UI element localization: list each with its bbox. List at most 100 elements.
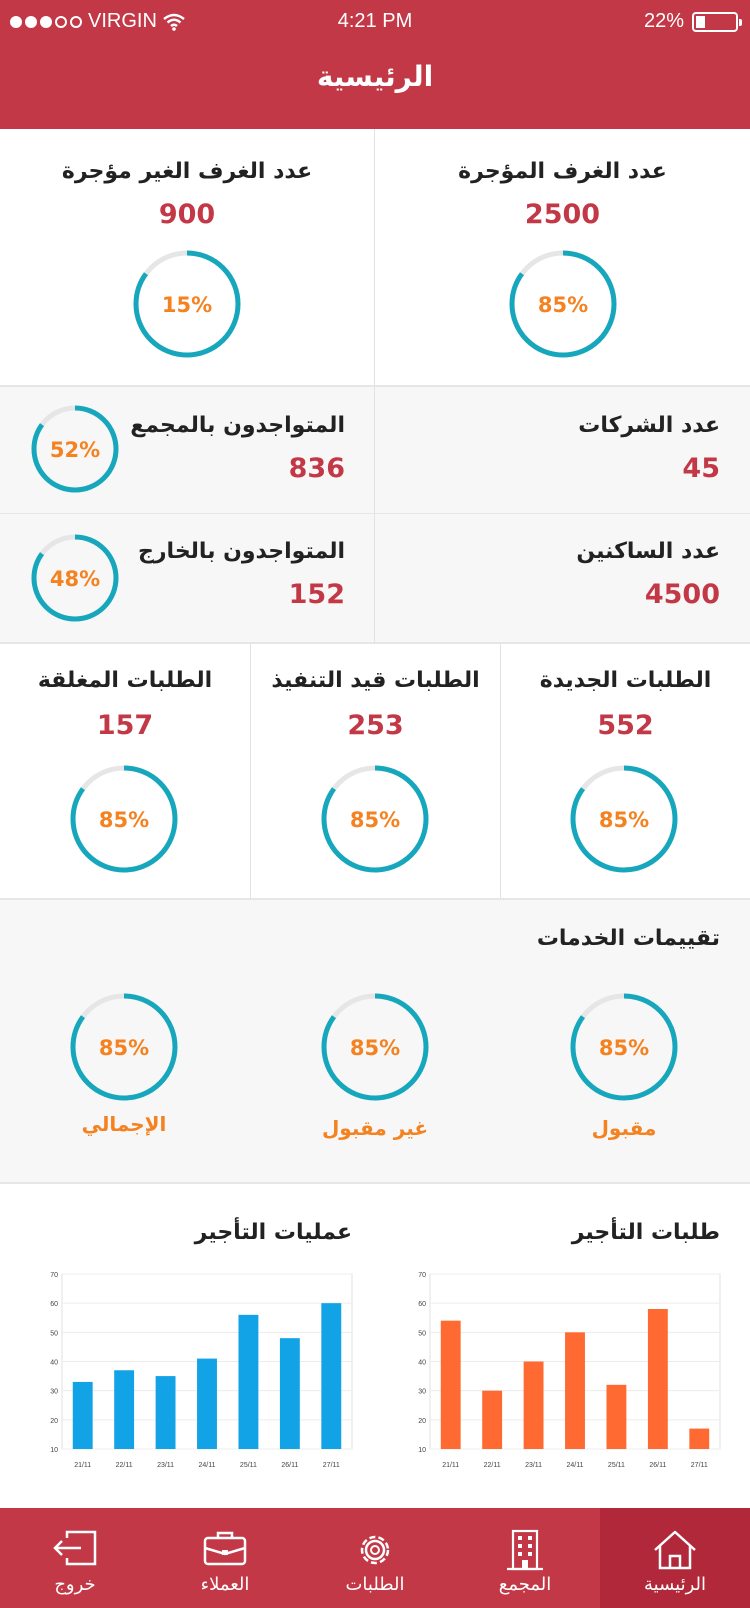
gear-icon bbox=[360, 1535, 390, 1565]
rental-operations-ytick-label: 40 bbox=[50, 1360, 58, 1367]
carrier-name: VIRGIN bbox=[88, 10, 157, 32]
rental-operations-bar bbox=[72, 1381, 93, 1449]
rental-requests-chart-title: طلبات التأجير bbox=[571, 1220, 720, 1245]
new-requests-label: الطلبات الجديدة bbox=[539, 668, 712, 693]
new-requests-ring: 85% bbox=[570, 765, 678, 873]
inprogress-requests-ring: 85% bbox=[321, 765, 429, 873]
rental-requests-ytick-label: 30 bbox=[418, 1389, 426, 1396]
closed-requests-label: الطلبات المغلقة bbox=[37, 668, 213, 693]
rental-requests-xtick-label: 26/11 bbox=[649, 1462, 666, 1469]
present-complex-label: المتواجدون بالمجمع bbox=[130, 413, 345, 438]
rental-operations-bar bbox=[279, 1338, 300, 1449]
rental-requests-ytick-label: 50 bbox=[418, 1330, 426, 1337]
rental-requests-xtick-label: 23/11 bbox=[525, 1462, 542, 1469]
rental-requests-bar bbox=[565, 1332, 585, 1449]
tab-requests[interactable]: الطلبات bbox=[300, 1508, 450, 1608]
rented-rooms-percent: 85% bbox=[538, 293, 588, 317]
rental-requests-bar bbox=[647, 1309, 668, 1449]
rental-requests-xtick-label: 22/11 bbox=[484, 1462, 501, 1469]
rental-operations-ytick-label: 60 bbox=[50, 1301, 58, 1308]
present-complex-value: 836 bbox=[288, 453, 345, 484]
present-outside-value: 152 bbox=[288, 579, 345, 610]
unrented-rooms-ring: 15% bbox=[133, 250, 241, 358]
total-ring: 85% bbox=[70, 993, 178, 1101]
rental-operations-bar bbox=[321, 1303, 342, 1449]
rental-operations-xtick-label: 26/11 bbox=[281, 1462, 298, 1469]
present-complex-percent: 52% bbox=[50, 438, 100, 462]
app-header: VIRGIN 4:21 PM 22% الرئيسية bbox=[0, 0, 750, 129]
rental-operations-xtick-label: 22/11 bbox=[116, 1462, 133, 1469]
unrented-rooms-percent: 15% bbox=[162, 293, 212, 317]
signal-icon bbox=[10, 15, 82, 28]
status-time: 4:21 PM bbox=[337, 10, 413, 32]
unrented-rooms-label: عدد الغرف الغير مؤجرة bbox=[61, 159, 313, 184]
rental-operations-bar bbox=[238, 1314, 259, 1449]
closed-requests-percent: 85% bbox=[99, 808, 149, 832]
rental-requests-bar bbox=[482, 1390, 503, 1449]
rental-operations-xtick-label: 23/11 bbox=[157, 1462, 174, 1469]
home-icon bbox=[654, 1530, 696, 1570]
rental-operations-ytick-label: 70 bbox=[50, 1272, 58, 1279]
residents-value: 4500 bbox=[644, 579, 720, 610]
accepted-percent: 85% bbox=[599, 1036, 649, 1060]
rental-operations-xtick-label: 21/11 bbox=[74, 1462, 91, 1469]
tab-clients[interactable]: العملاء bbox=[150, 1508, 300, 1608]
inprogress-requests-value: 253 bbox=[347, 710, 404, 741]
occupancy-section: عدد الشركات 45 المتواجدون بالمجمع 836 52… bbox=[0, 387, 750, 642]
rental-operations-bar bbox=[155, 1376, 176, 1449]
rental-operations-xtick-label: 27/11 bbox=[323, 1462, 340, 1469]
tab-complex-label: المجمع bbox=[498, 1574, 552, 1595]
rejected-label: غير مقبول bbox=[321, 1116, 429, 1140]
rented-rooms-value: 2500 bbox=[524, 199, 601, 230]
rooms-section: عدد الغرف المؤجرة 2500 85% عدد الغرف الغ… bbox=[0, 129, 750, 385]
new-requests-value: 552 bbox=[597, 710, 654, 741]
rental-requests-ytick-label: 20 bbox=[418, 1418, 426, 1425]
status-bar: VIRGIN 4:21 PM 22% bbox=[0, 8, 750, 38]
rental-requests-chart: 10 20 30 40 50 60 70 21/11 22/11 23/11 24/11 25/11 2… bbox=[418, 1272, 721, 1469]
rental-operations-ytick-label: 20 bbox=[50, 1418, 58, 1425]
rented-rooms-ring: 85% bbox=[509, 250, 617, 358]
residents-label: عدد الساكنين bbox=[576, 539, 720, 564]
tab-complex[interactable]: المجمع bbox=[450, 1508, 600, 1608]
rejected-percent: 85% bbox=[350, 1036, 400, 1060]
accepted-ring: 85% bbox=[570, 993, 678, 1101]
page-title: الرئيسية bbox=[316, 60, 434, 93]
battery-percent: 22% bbox=[643, 10, 684, 32]
rental-operations-ytick-label: 10 bbox=[50, 1447, 58, 1454]
ratings-title: تقييمات الخدمات bbox=[536, 926, 720, 951]
rental-operations-ytick-label: 30 bbox=[50, 1389, 58, 1396]
tab-requests-label: الطلبات bbox=[345, 1574, 405, 1595]
rejected-ring: 85% bbox=[321, 993, 429, 1101]
companies-value: 45 bbox=[682, 453, 720, 484]
tab-bar: الرئيسية المجمع الطلبات العملاء bbox=[0, 1508, 750, 1608]
closed-requests-value: 157 bbox=[96, 710, 154, 741]
companies-label: عدد الشركات bbox=[578, 413, 720, 438]
rented-rooms-label: عدد الغرف المؤجرة bbox=[458, 159, 667, 184]
accepted-label: مقبول bbox=[591, 1116, 657, 1140]
unrented-rooms-value: 900 bbox=[158, 199, 216, 230]
charts-section: طلبات التأجير عمليات التأجير 10 20 30 40 50 6… bbox=[0, 1184, 750, 1508]
tab-home[interactable]: الرئيسية bbox=[600, 1508, 750, 1608]
logout-icon bbox=[53, 1530, 97, 1566]
tab-logout-label: خروج bbox=[54, 1574, 96, 1595]
requests-section: الطلبات الجديدة 552 85% الطلبات قيد التن… bbox=[0, 644, 750, 898]
inprogress-requests-label: الطلبات قيد التنفيذ bbox=[271, 668, 480, 693]
total-label: الإجمالي bbox=[81, 1112, 167, 1136]
rental-requests-xtick-label: 24/11 bbox=[567, 1462, 584, 1469]
rental-requests-bar bbox=[689, 1428, 710, 1449]
rental-operations-chart-title: عمليات التأجير bbox=[194, 1220, 352, 1245]
ratings-section: تقييمات الخدمات 85% مقبول 85% غير مقبول … bbox=[0, 900, 750, 1182]
rental-operations-bar bbox=[114, 1370, 135, 1449]
present-complex-ring: 52% bbox=[31, 405, 119, 493]
present-outside-ring: 48% bbox=[31, 534, 119, 622]
rental-operations-xtick-label: 24/11 bbox=[199, 1462, 216, 1469]
building-icon bbox=[507, 1529, 543, 1571]
wifi-icon bbox=[163, 13, 185, 31]
closed-requests-ring: 85% bbox=[70, 765, 178, 873]
rental-requests-bar bbox=[523, 1361, 544, 1449]
rental-requests-ytick-label: 10 bbox=[418, 1447, 426, 1454]
rental-requests-ytick-label: 60 bbox=[418, 1301, 426, 1308]
rental-requests-xtick-label: 21/11 bbox=[442, 1462, 459, 1469]
tab-logout[interactable]: خروج bbox=[0, 1508, 150, 1608]
rental-requests-ytick-label: 40 bbox=[418, 1360, 426, 1367]
